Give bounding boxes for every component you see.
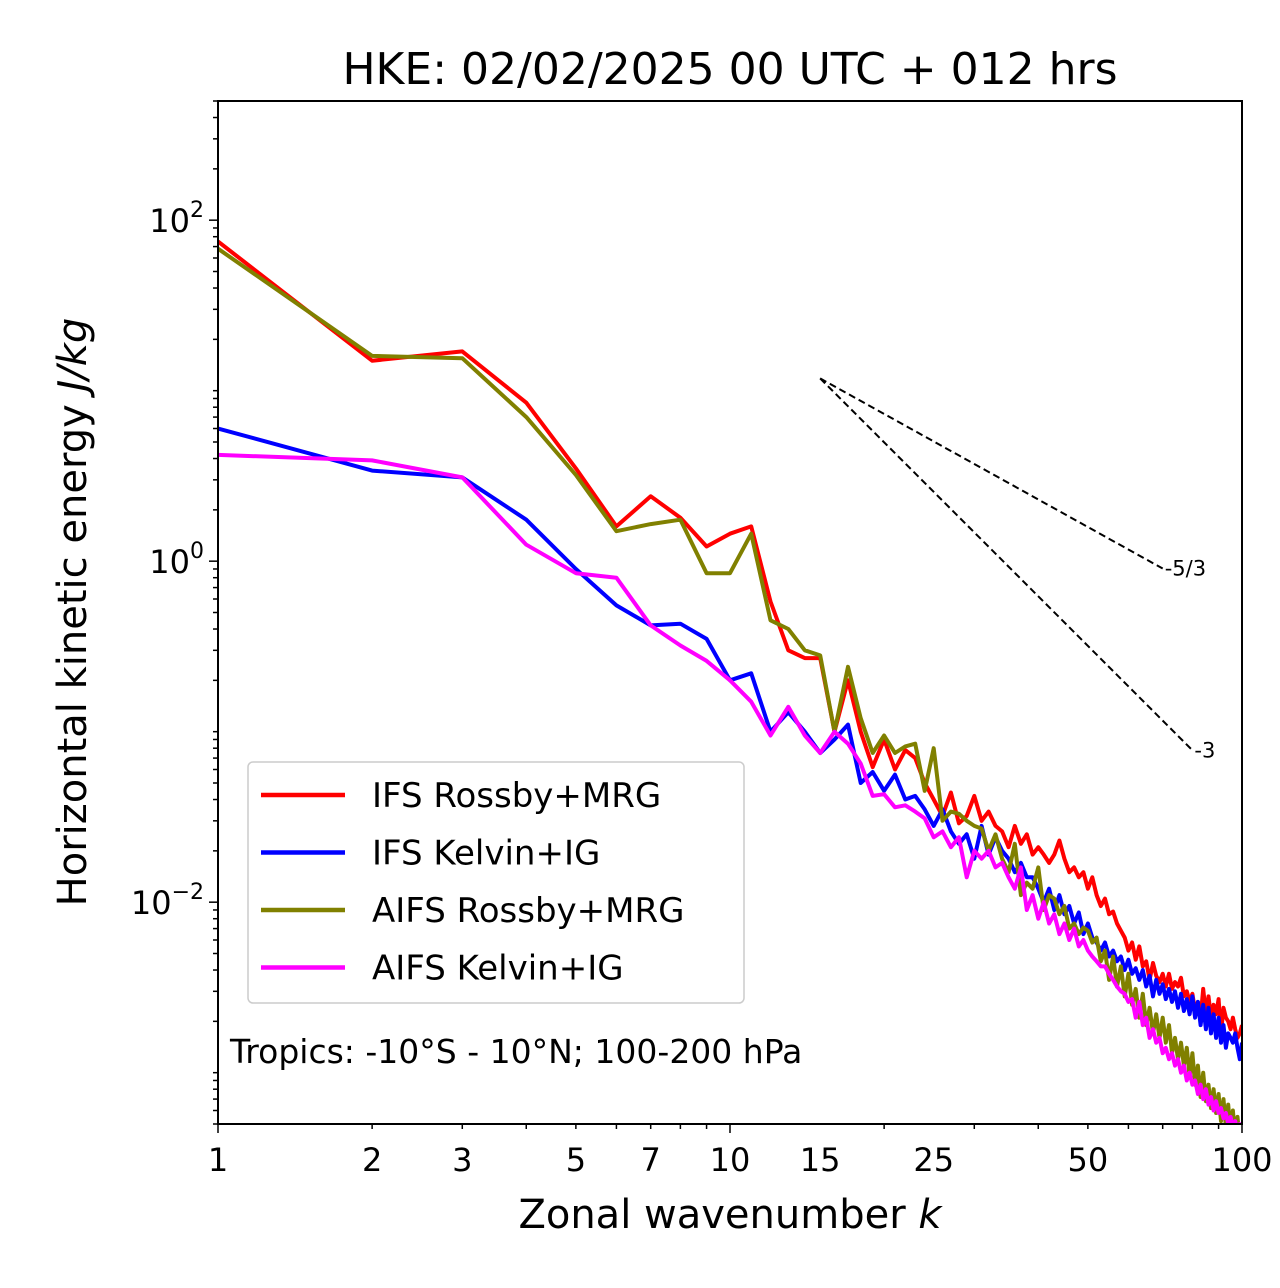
y-axis-label-units: J/kg <box>50 318 96 399</box>
plot-frame <box>217 100 1243 1125</box>
y-axis-label: Horizontal kinetic energy J/kg <box>50 318 96 907</box>
x-tick-label: 100 <box>1211 1141 1272 1179</box>
reference-slopes <box>819 377 1194 751</box>
x-axis-label-var: k <box>918 1192 943 1238</box>
series-lines <box>218 239 1242 1124</box>
y-tick-label: 102 <box>149 198 204 240</box>
reference-slope-label: -3 <box>1194 738 1215 762</box>
chart-title: HKE: 02/02/2025 00 UTC + 012 hrs <box>342 44 1117 95</box>
x-tick-label: 2 <box>362 1141 382 1179</box>
legend-label: AIFS Rossby+MRG <box>372 891 684 931</box>
x-tick-label: 3 <box>452 1141 472 1179</box>
legend: IFS Rossby+MRG IFS Kelvin+IG AIFS Rossby+M… <box>247 761 745 1004</box>
x-tick-label: 1 <box>208 1141 228 1179</box>
series-line <box>218 452 1242 1124</box>
x-tick-label: 10 <box>710 1141 751 1179</box>
x-axis-ticks: 1 2 3 5 7 10 15 25 50 100 <box>208 1124 1273 1179</box>
x-axis-label: Zonal wavenumber k <box>518 1192 943 1238</box>
y-tick-label: 100 <box>149 539 204 581</box>
x-tick-label: 5 <box>566 1141 586 1179</box>
legend-label: AIFS Kelvin+IG <box>372 949 624 989</box>
reference-slope-label: -5/3 <box>1165 557 1206 581</box>
series-line <box>218 247 1242 1124</box>
y-axis-ticks: 10−2 100 102 <box>131 100 218 1125</box>
reference-slope-line <box>819 377 1194 751</box>
slope-labels: -5/3 -3 <box>1165 557 1216 763</box>
region-annotation: Tropics: -10°S - 10°N; 100-200 hPa <box>229 1032 802 1071</box>
legend-box <box>247 761 745 1004</box>
y-axis-label-text: Horizontal kinetic energy <box>50 392 96 907</box>
legend-label: IFS Kelvin+IG <box>372 834 600 874</box>
x-tick-label: 25 <box>913 1141 954 1179</box>
y-tick-label: 10−2 <box>131 880 204 922</box>
x-tick-label: 50 <box>1068 1141 1109 1179</box>
reference-slope-line <box>819 377 1164 570</box>
x-axis-label-text: Zonal wavenumber <box>518 1192 918 1238</box>
x-tick-label: 7 <box>641 1141 661 1179</box>
x-tick-label: 15 <box>800 1141 841 1179</box>
legend-label: IFS Rossby+MRG <box>372 776 661 816</box>
